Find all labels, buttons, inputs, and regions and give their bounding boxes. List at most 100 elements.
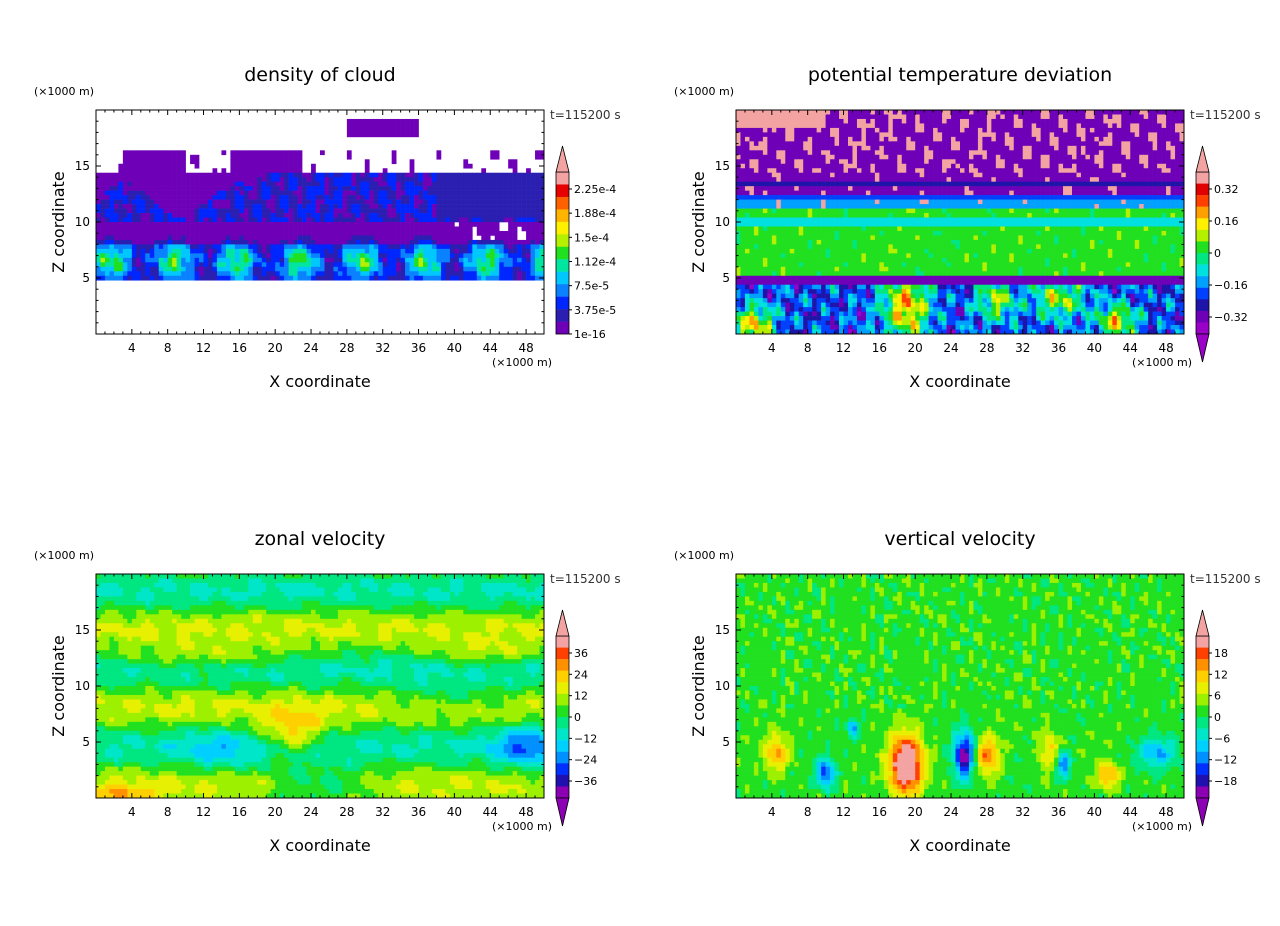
heatmap-cell [476,257,482,263]
heatmap-cell [279,235,285,241]
heatmap-cell [1175,154,1180,160]
heatmap-cell [400,226,406,232]
heatmap-cell [753,154,759,160]
heatmap-cell [378,244,384,250]
heatmap-cell [154,275,160,281]
heatmap-cell [960,163,965,169]
heatmap-cell [803,141,808,147]
heatmap-cell [1134,127,1140,133]
heatmap-cell [780,150,786,156]
heatmap-cell [1125,154,1131,160]
heatmap-cell [382,127,388,133]
heatmap-cell [346,123,352,129]
heatmap-cell [1116,110,1122,115]
heatmap-cell [203,244,209,250]
heatmap-cell [1170,159,1176,165]
heatmap-cell [503,235,509,241]
heatmap-cell [499,266,504,272]
heatmap-cell [490,195,496,200]
heatmap-cell [485,208,491,214]
heatmap-cell [252,190,258,196]
heatmap-cell [378,271,384,277]
heatmap-cell [485,244,491,250]
heatmap-cell [910,150,916,156]
heatmap-cell [333,275,339,281]
heatmap-cell [503,248,509,254]
heatmap-cell [485,177,491,182]
heatmap-cell [798,204,804,209]
heatmap-cell [1049,145,1055,151]
heatmap-cell [1049,127,1055,133]
heatmap-cell [225,253,231,259]
heatmap-cell [140,154,146,160]
heatmap-cell [758,150,764,156]
heatmap-cell [194,275,200,281]
heatmap-cell [140,150,146,156]
heatmap-cell [360,235,366,241]
heatmap-cell [986,132,992,138]
heatmap-cell [848,145,853,151]
heatmap-cell [951,154,956,160]
heatmap-cell [122,222,128,227]
heatmap-cell [991,168,997,174]
heatmap-cell [1040,123,1046,129]
heatmap-cell [109,199,115,205]
heatmap-cell [476,181,482,187]
heatmap-cell [342,181,348,187]
heatmap-cell [789,177,795,182]
heatmap-cell [1139,199,1144,205]
heatmap-cell [234,199,240,205]
heatmap-cell [400,235,406,241]
heatmap-cell [995,123,1001,129]
heatmap-cell [328,271,334,277]
heatmap-cell [490,226,496,232]
heatmap-cell [744,159,750,165]
heatmap-cell [888,145,894,151]
heatmap-cell [839,172,844,178]
heatmap-cell [852,132,858,138]
heatmap-cell [1175,150,1180,156]
heatmap-cell [414,132,419,138]
heatmap-cell [409,235,415,241]
heatmap-cell [870,132,876,138]
heatmap-cell [261,248,267,254]
heatmap-cell [423,257,428,263]
heatmap-cell [901,118,907,124]
heatmap-cell [458,244,464,250]
heatmap-cell [400,222,406,227]
heatmap-cell [275,150,280,156]
heatmap-cell [454,248,460,254]
heatmap-cell [485,230,491,236]
heatmap-cell [320,172,325,178]
heatmap-cell [946,168,952,174]
heatmap-cell [342,195,348,200]
heatmap-cell [423,195,428,200]
heatmap-cell [785,118,791,124]
heatmap-cell [104,172,110,178]
heatmap-cell [104,208,110,214]
heatmap-cell [275,181,280,187]
heatmap-cell [396,257,401,263]
heatmap-cell [816,163,822,169]
heatmap-cell [288,266,294,272]
heatmap-cell [973,132,979,138]
heatmap-cell [762,199,768,205]
heatmap-cell [104,257,110,263]
heatmap-cell [1009,181,1015,187]
heatmap-cell [521,186,527,191]
heatmap-cell [906,123,912,129]
heatmap-cell [476,172,482,178]
heatmap-cell [521,271,527,277]
heatmap-cell [521,253,527,259]
heatmap-cell [937,110,943,115]
heatmap-cell [526,208,531,214]
heatmap-cell [830,123,835,129]
heatmap-cell [865,145,871,151]
heatmap-cell [284,195,289,200]
heatmap-cell [378,235,384,241]
heatmap-cell [816,123,822,129]
heatmap-cell [203,204,209,209]
heatmap-cell [785,159,791,165]
heatmap-cell [297,168,303,174]
